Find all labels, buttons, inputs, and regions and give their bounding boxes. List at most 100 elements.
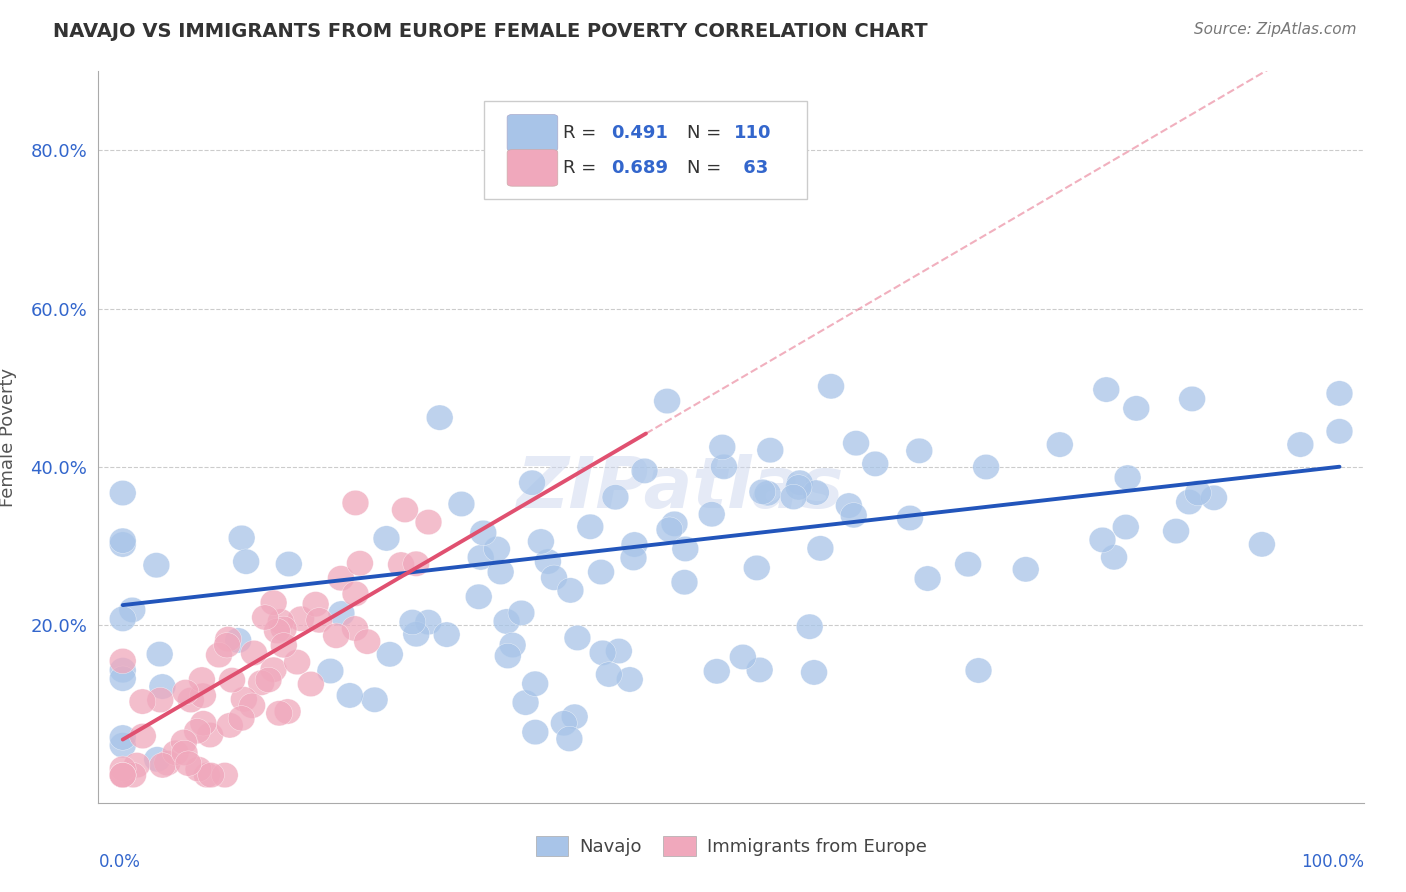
Ellipse shape — [110, 763, 136, 788]
Ellipse shape — [270, 616, 297, 641]
Ellipse shape — [555, 726, 582, 752]
Ellipse shape — [260, 591, 287, 615]
Ellipse shape — [129, 689, 156, 714]
Ellipse shape — [404, 622, 430, 647]
Ellipse shape — [818, 374, 845, 399]
Ellipse shape — [841, 503, 868, 528]
Ellipse shape — [494, 609, 520, 634]
Ellipse shape — [785, 475, 811, 500]
Text: R =: R = — [562, 124, 602, 142]
Text: 0.689: 0.689 — [610, 159, 668, 177]
FancyBboxPatch shape — [508, 150, 558, 186]
Ellipse shape — [749, 479, 776, 505]
Ellipse shape — [266, 700, 292, 726]
Ellipse shape — [228, 706, 254, 731]
Ellipse shape — [233, 549, 260, 574]
Ellipse shape — [219, 667, 246, 693]
Ellipse shape — [519, 470, 546, 495]
Ellipse shape — [214, 632, 240, 658]
Ellipse shape — [699, 501, 725, 527]
Ellipse shape — [188, 667, 215, 692]
Ellipse shape — [606, 639, 633, 664]
Ellipse shape — [328, 601, 354, 626]
Ellipse shape — [110, 725, 136, 750]
Text: ZIPatlas: ZIPatlas — [517, 454, 844, 523]
Ellipse shape — [1286, 432, 1313, 458]
Ellipse shape — [756, 438, 783, 463]
Ellipse shape — [576, 514, 603, 540]
Ellipse shape — [1112, 515, 1139, 540]
Ellipse shape — [260, 657, 287, 682]
Ellipse shape — [110, 763, 136, 788]
Ellipse shape — [270, 632, 297, 658]
Ellipse shape — [1163, 518, 1189, 544]
Ellipse shape — [342, 615, 368, 641]
Ellipse shape — [905, 438, 932, 464]
Ellipse shape — [616, 667, 643, 692]
Ellipse shape — [264, 618, 291, 644]
Ellipse shape — [1326, 381, 1353, 406]
Ellipse shape — [177, 688, 204, 713]
Ellipse shape — [388, 552, 415, 577]
Ellipse shape — [361, 687, 388, 713]
Ellipse shape — [342, 581, 368, 607]
Text: 100.0%: 100.0% — [1301, 853, 1364, 871]
Ellipse shape — [596, 662, 623, 687]
Ellipse shape — [1249, 532, 1275, 557]
Ellipse shape — [316, 658, 343, 683]
Ellipse shape — [194, 763, 221, 788]
Ellipse shape — [110, 648, 136, 673]
Ellipse shape — [965, 657, 991, 683]
Ellipse shape — [336, 682, 363, 708]
Ellipse shape — [512, 690, 538, 715]
Ellipse shape — [621, 532, 648, 558]
Ellipse shape — [631, 458, 658, 483]
Ellipse shape — [172, 680, 198, 705]
Ellipse shape — [914, 566, 941, 591]
Ellipse shape — [561, 704, 588, 730]
Ellipse shape — [1201, 485, 1227, 510]
Ellipse shape — [197, 723, 224, 747]
Ellipse shape — [807, 536, 834, 561]
Ellipse shape — [276, 551, 302, 576]
Ellipse shape — [146, 688, 174, 713]
Ellipse shape — [835, 493, 862, 518]
Ellipse shape — [190, 711, 217, 736]
Ellipse shape — [302, 591, 329, 617]
Ellipse shape — [467, 545, 494, 570]
Ellipse shape — [186, 756, 212, 782]
Ellipse shape — [1115, 465, 1142, 491]
Ellipse shape — [657, 517, 683, 542]
Ellipse shape — [842, 431, 869, 456]
Ellipse shape — [1101, 545, 1128, 570]
Text: N =: N = — [686, 159, 727, 177]
Ellipse shape — [796, 614, 823, 640]
Ellipse shape — [730, 644, 756, 670]
Ellipse shape — [589, 640, 616, 665]
Ellipse shape — [703, 658, 730, 684]
Ellipse shape — [288, 606, 315, 632]
Ellipse shape — [955, 551, 981, 577]
Ellipse shape — [239, 693, 266, 718]
Ellipse shape — [110, 666, 136, 691]
Ellipse shape — [129, 723, 156, 748]
Ellipse shape — [800, 660, 828, 685]
Ellipse shape — [110, 607, 136, 632]
Ellipse shape — [1046, 432, 1073, 458]
Ellipse shape — [897, 506, 924, 531]
Ellipse shape — [110, 657, 136, 683]
Ellipse shape — [267, 609, 294, 634]
Ellipse shape — [198, 763, 225, 788]
Ellipse shape — [225, 628, 252, 653]
Ellipse shape — [415, 509, 441, 535]
Ellipse shape — [124, 753, 150, 778]
Ellipse shape — [392, 497, 419, 523]
Text: 110: 110 — [734, 124, 770, 142]
Ellipse shape — [551, 711, 578, 736]
Ellipse shape — [1123, 396, 1150, 421]
Ellipse shape — [1175, 490, 1202, 515]
Ellipse shape — [254, 667, 281, 692]
Ellipse shape — [284, 649, 311, 674]
Ellipse shape — [449, 491, 475, 516]
Ellipse shape — [217, 713, 243, 738]
